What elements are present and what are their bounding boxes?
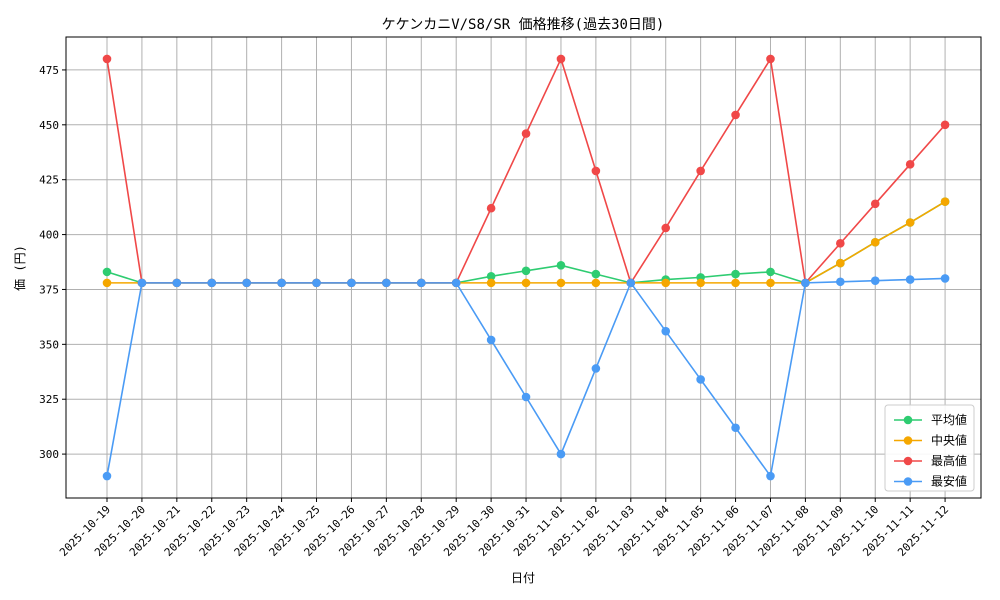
legend-label: 中央値 [931,433,967,448]
legend-marker [903,456,913,466]
data-point [521,278,531,288]
data-point [870,276,880,285]
data-point [905,275,915,284]
data-point [451,278,461,288]
data-point [905,160,915,169]
data-point [591,166,601,176]
data-point [591,278,601,288]
data-point [242,278,251,288]
data-point [696,375,705,384]
legend-box [884,404,975,492]
data-point [486,203,496,213]
data-point [416,278,426,288]
data-point [486,335,496,345]
y-tick-label: 375 [39,283,59,296]
y-tick-label: 400 [39,229,59,242]
y-axis: 300 325 350 375 400 425 450 475 [39,64,66,461]
data-point [661,223,671,233]
data-point [591,269,601,279]
legend-item: 中央値 [894,433,967,448]
data-point [696,278,705,288]
data-point [521,129,531,138]
y-tick-label: 450 [39,119,59,132]
data-point [556,54,566,64]
data-point [940,120,950,130]
data-point [102,471,112,481]
data-point [521,392,531,402]
data-point [556,278,566,288]
data-point [382,278,391,288]
data-point [137,278,147,288]
data-point [626,278,636,288]
data-point [731,423,740,433]
data-point [836,239,845,248]
y-tick-label: 475 [39,64,59,77]
data-point [486,271,496,281]
chart-title: ケケンカニV/S8/SR 価格推移(過去30日間) [382,17,665,33]
legend-label: 最高値 [931,453,967,468]
data-point [102,54,112,64]
data-point [940,197,950,206]
x-axis-label: 日付 [511,571,535,585]
legend-item: 最安値 [894,474,967,489]
data-point [521,266,531,276]
legend-marker [903,415,913,425]
plot-frame [65,36,982,499]
legend-label: 最安値 [931,474,967,489]
data-point [102,278,112,288]
series-layer [102,54,950,481]
data-point [591,364,601,373]
data-point [766,471,775,481]
data-point [696,166,705,176]
data-point [870,199,880,209]
data-point [207,278,217,288]
data-point [102,267,112,277]
y-tick-label: 350 [39,338,59,351]
series-3 [102,274,950,481]
y-tick-label: 300 [39,448,59,461]
legend-marker [903,436,913,445]
data-point [836,258,845,268]
data-point [731,269,740,279]
data-point [731,278,740,288]
data-point [172,278,182,288]
data-point [905,218,915,227]
legend-item: 平均値 [894,412,967,427]
data-point [940,274,950,283]
legend-item: 最高値 [894,453,967,468]
x-axis: 2025-10-192025-10-202025-10-212025-10-22… [57,498,951,559]
data-point [766,278,775,288]
legend-marker [903,477,913,486]
y-tick-label: 325 [39,393,59,406]
data-point [836,277,845,287]
data-point [766,54,775,64]
y-axis-label: 価 (円) [13,245,27,291]
grid [66,37,981,498]
data-point [347,278,356,288]
data-point [731,110,740,120]
data-point [312,278,321,288]
data-point [556,261,566,270]
data-point [766,267,775,277]
data-point [661,326,671,336]
data-point [661,278,671,288]
data-point [486,278,496,288]
data-point [870,237,880,247]
data-point [556,449,566,459]
legend-label: 平均値 [931,412,967,427]
data-point [277,278,286,288]
data-point [801,278,810,288]
y-tick-label: 425 [39,174,59,187]
